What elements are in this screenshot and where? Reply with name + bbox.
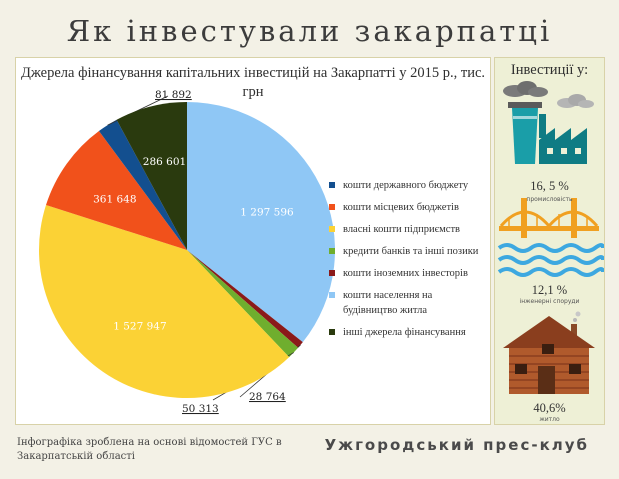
legend-swatch xyxy=(329,270,335,276)
slice-власні-кошти-підприємств xyxy=(39,205,290,398)
legend-swatch xyxy=(329,226,335,232)
legend-item: кошти іноземних інвесторів xyxy=(329,266,489,281)
side-illustrations xyxy=(497,81,604,394)
legend-item: власні кошти підприємств xyxy=(329,222,489,237)
legend-label: інші джерела фінансування xyxy=(343,327,466,338)
page-title: Як інвестували закарпатці xyxy=(66,14,553,48)
legend-swatch xyxy=(329,248,335,254)
data-label: 1 297 596 xyxy=(240,206,294,218)
slice-кошти-іноземних-інвесторів xyxy=(187,250,303,348)
data-label: 1 527 947 xyxy=(113,320,166,332)
industry-percent: 16, 5 % xyxy=(530,179,569,193)
engineering-percent: 12,1 % xyxy=(531,283,568,297)
house-icon xyxy=(503,311,595,394)
legend-item: кошти населення на будівництво житла xyxy=(329,288,489,318)
legend-item: кошти місцевих бюджетів xyxy=(329,200,489,215)
legend-swatch xyxy=(329,292,335,298)
engineering-label: інженерні споруди xyxy=(519,298,580,305)
legend: кошти державного бюджету кошти місцевих б… xyxy=(329,178,489,347)
legend-label: власні кошти підприємств xyxy=(343,224,461,235)
housing-percent: 40,6% xyxy=(533,401,566,415)
slice-кошти-державного-бюджету xyxy=(98,119,187,250)
legend-item: інші джерела фінансування xyxy=(329,325,489,340)
slice-інші-джерела-фінансування xyxy=(116,102,187,250)
legend-label: кошти населення на будівництво житла xyxy=(343,290,433,316)
slice-кошти-місцевих-бюджетів xyxy=(45,131,187,250)
bridge-icon xyxy=(497,198,604,277)
side-panel: Інвестиції у: xyxy=(494,57,605,425)
legend-swatch xyxy=(329,182,335,188)
legend-item: кредити банків та інші позики xyxy=(329,244,489,259)
data-label: 286 601 xyxy=(143,156,186,168)
side-title: Інвестиції у: xyxy=(510,62,589,78)
legend-label: кредити банків та інші позики xyxy=(343,246,479,257)
legend-item: кошти державного бюджету xyxy=(329,178,489,193)
chart-panel: 1 297 596 28 764 50 313 1 527 947 361 648 81 … xyxy=(15,57,491,425)
legend-label: кошти державного бюджету xyxy=(343,180,469,191)
housing-label: житло xyxy=(539,416,560,423)
legend-swatch xyxy=(329,204,335,210)
factory-icon xyxy=(503,81,594,164)
legend-label: кошти місцевих бюджетів xyxy=(343,202,459,213)
legend-swatch xyxy=(329,329,335,335)
data-label: 50 313 xyxy=(182,403,219,415)
industry-label: промисловість xyxy=(526,196,573,203)
data-label: 81 892 xyxy=(155,89,192,101)
footer-note: Інфографіка зроблена на основі відомосте… xyxy=(17,437,282,462)
chart-title: Джерела фінансування капітальних інвести… xyxy=(20,65,486,100)
data-label: 361 648 xyxy=(93,193,136,205)
slice-кошти-населення-на-будівництво-житла xyxy=(187,102,336,343)
slice-кредити-банків-та-інші-позики xyxy=(187,250,299,358)
legend-label: кошти іноземних інвесторів xyxy=(343,268,468,279)
data-label: 28 764 xyxy=(249,391,286,403)
pie-chart: 1 297 596 28 764 50 313 1 527 947 361 648 81 … xyxy=(39,89,336,415)
footer-brand: Ужгородський прес-клуб xyxy=(324,436,589,454)
